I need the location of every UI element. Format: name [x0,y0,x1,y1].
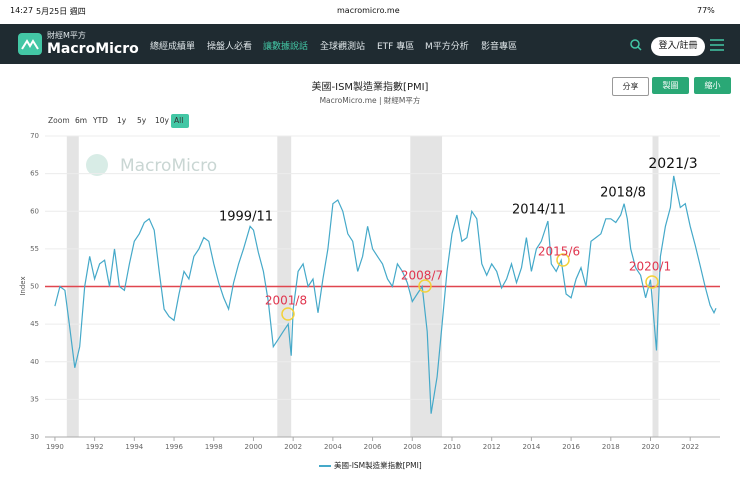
x-tick-label: 2000 [245,443,263,451]
zoom-label: Zoom [48,116,70,125]
x-tick-label: 2002 [284,443,302,451]
legend-label: 美國-ISM製造業指數[PMI] [334,460,422,470]
watermark: MacroMicro [86,154,217,176]
zoom-option[interactable]: 10y [155,116,170,125]
nav-item[interactable]: 讓數據說話 [263,42,309,52]
nav-item[interactable]: 影音專區 [481,42,518,52]
shrink-button[interactable]: 縮小 [694,77,731,94]
login-button[interactable]: 登入/註冊 [651,37,705,56]
x-tick-label: 2018 [602,443,620,451]
x-tick-label: 2012 [483,443,501,451]
x-tick-label: 2008 [403,443,421,451]
annotation-circle [556,253,570,267]
x-tick-label: 2010 [443,443,461,451]
nav-item[interactable]: M平方分析 [425,42,469,52]
nav-item[interactable]: ETF 專區 [377,42,415,52]
y-tick-label: 60 [30,207,39,215]
y-tick-label: 45 [30,320,39,328]
zoom-option[interactable]: 5y [137,116,147,125]
annotation: 2020/1 [629,260,671,274]
menu-icon[interactable] [710,39,724,51]
chart-subtitle: MacroMicro.me | 財經M平方 [320,95,421,105]
y-tick-label: 35 [30,395,39,403]
x-tick-label: 1998 [205,443,223,451]
status-bar: 14:27 5月25日 週四 macromicro.me 77% [0,0,740,24]
chart-title: 美國-ISM製造業指數[PMI] [312,80,429,93]
annotation: 1999/11 [219,210,273,225]
y-tick-label: 65 [30,170,39,178]
watermark-text: MacroMicro [120,156,217,176]
y-tick-label: 30 [30,433,39,441]
date: 5月25日 週四 [36,7,86,16]
logo-icon[interactable] [18,33,42,55]
logo-subtitle[interactable]: 財經M平方 [47,31,86,40]
x-tick-label: 2016 [562,443,580,451]
y-axis-label: Index [19,276,27,295]
battery: 77% [697,6,715,15]
chart: 美國-ISM製造業指數[PMI] MacroMicro.me | 財經M平方 M… [19,80,720,470]
x-tick-label: 2014 [522,443,540,451]
logo[interactable]: MacroMicro [47,41,139,57]
y-tick-label: 55 [30,245,39,253]
annotation: 2008/7 [401,269,443,283]
y-tick-label: 70 [30,132,39,140]
zoom-option[interactable]: 6m [75,116,87,125]
y-tick-label: 40 [30,358,39,366]
y-tick-label: 50 [30,283,39,291]
x-tick-label: 2004 [324,443,342,451]
chart-button[interactable]: 製圖 [652,77,689,94]
search-icon[interactable] [630,39,642,51]
annotation-circle [418,279,432,293]
zoom-option[interactable]: 1y [117,116,127,125]
x-tick-label: 1990 [46,443,64,451]
annotation: 2018/8 [600,186,646,201]
annotation: 2015/6 [538,245,580,259]
x-tick-label: 2022 [681,443,699,451]
x-tick-label: 1996 [165,443,183,451]
time: 14:27 [10,6,34,15]
annotation: 2014/11 [512,203,566,218]
x-tick-label: 1994 [125,443,143,451]
data-line [54,175,717,414]
nav-bar: 財經M平方 MacroMicro 總經成績單 操盤人必看 讓數據說話 全球觀測站… [0,24,740,64]
zoom-active-bg [171,114,189,128]
nav-item[interactable]: 操盤人必看 [207,42,253,52]
share-button[interactable]: 分享 [612,77,649,96]
nav-item[interactable]: 總經成績單 [150,42,196,52]
annotation: 2001/8 [265,294,307,308]
x-tick-label: 2020 [642,443,660,451]
nav-item[interactable]: 全球觀測站 [320,42,366,52]
x-tick-label: 1992 [86,443,104,451]
annotation-circle [281,307,295,321]
zoom-option[interactable]: All [174,116,183,125]
url[interactable]: macromicro.me [337,6,400,15]
annotation: 2021/3 [648,156,697,172]
x-tick-label: 2006 [364,443,382,451]
zoom-option[interactable]: YTD [92,116,108,125]
annotation-circle [645,275,659,289]
